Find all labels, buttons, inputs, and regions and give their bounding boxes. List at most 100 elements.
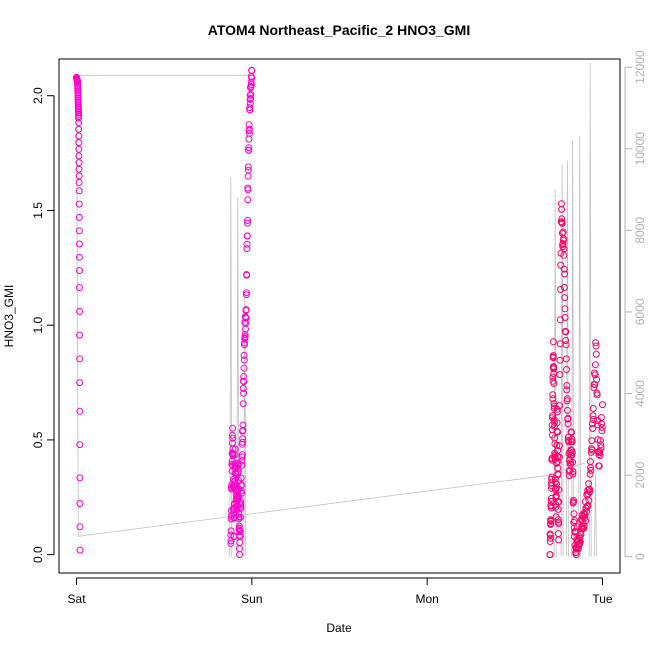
- data-points: [73, 66, 606, 559]
- data-point: [554, 428, 561, 436]
- data-point: [593, 391, 601, 399]
- data-point: [75, 253, 83, 261]
- data-point: [234, 461, 242, 468]
- data-point: [239, 435, 247, 443]
- data-point: [75, 179, 83, 186]
- data-point: [236, 545, 243, 553]
- data-point: [584, 490, 592, 498]
- y-tick-label: 1.5: [31, 202, 45, 219]
- data-point: [587, 466, 595, 474]
- data-point: [244, 186, 252, 194]
- data-point: [247, 95, 255, 102]
- secondary-spike: [236, 197, 240, 557]
- data-point: [231, 445, 239, 453]
- data-point: [555, 486, 563, 494]
- data-point: [558, 205, 566, 213]
- data-point: [593, 376, 601, 383]
- data-point: [75, 145, 83, 153]
- data-point: [570, 524, 578, 532]
- left-axis: 0.0 0.5 1.0 1.5 2.0: [31, 87, 55, 563]
- secondary-spike: [566, 160, 569, 557]
- chart-title: ATOM4 Northeast_Pacific_2 HNO3_GMI: [208, 22, 470, 38]
- x-tick-label: Mon: [415, 592, 438, 606]
- data-point: [561, 305, 569, 313]
- data-point: [563, 395, 571, 403]
- data-point: [589, 405, 597, 412]
- data-point: [242, 319, 250, 327]
- data-point: [228, 431, 236, 439]
- data-point: [576, 538, 584, 546]
- data-point: [229, 434, 237, 442]
- data-point: [564, 420, 572, 428]
- data-point: [560, 245, 568, 253]
- data-point: [238, 451, 246, 459]
- data-point: [240, 351, 248, 359]
- data-point: [555, 520, 563, 528]
- data-point: [236, 532, 244, 540]
- data-point: [560, 284, 568, 291]
- secondary-spike: [560, 165, 564, 557]
- data-point: [559, 228, 567, 236]
- data-point: [239, 438, 247, 446]
- data-point: [596, 447, 604, 455]
- data-point: [556, 402, 564, 410]
- plot-frame: [58, 58, 621, 574]
- data-point: [240, 364, 248, 372]
- data-point: [562, 328, 570, 336]
- data-point: [246, 129, 253, 137]
- data-point: [585, 497, 593, 505]
- data-point: [243, 245, 251, 253]
- data-point: [568, 435, 576, 443]
- data-point: [568, 451, 576, 459]
- data-point: [239, 421, 247, 429]
- data-point: [569, 470, 577, 478]
- x-tick-label: Tue: [592, 592, 613, 606]
- data-point: [549, 354, 557, 362]
- data-point: [243, 289, 250, 297]
- data-point: [588, 420, 596, 428]
- data-point: [550, 418, 558, 426]
- data-point: [240, 373, 248, 380]
- data-point: [598, 427, 606, 435]
- y2-tick-label: 8000: [633, 217, 647, 244]
- data-point: [243, 219, 251, 227]
- data-point: [586, 458, 594, 466]
- data-point: [556, 371, 564, 379]
- data-point: [246, 106, 254, 114]
- data-point: [240, 389, 248, 397]
- secondary-spike: [571, 140, 575, 557]
- data-point: [76, 355, 84, 363]
- data-point: [244, 172, 252, 180]
- data-point: [242, 306, 250, 314]
- data-point: [549, 414, 556, 422]
- data-point: [75, 132, 83, 140]
- data-point: [243, 240, 251, 248]
- data-point: [592, 339, 600, 347]
- data-point: [76, 546, 84, 554]
- data-point: [227, 539, 235, 547]
- data-point: [239, 385, 247, 392]
- data-point: [586, 470, 594, 478]
- data-point: [75, 172, 83, 180]
- data-point: [561, 270, 569, 278]
- x-axis: Sat Sun Mon Tue: [68, 577, 613, 606]
- data-point: [596, 437, 604, 444]
- data-point: [76, 407, 84, 415]
- y-tick-label: 0.0: [31, 546, 45, 563]
- data-point: [591, 371, 599, 379]
- data-point: [555, 498, 563, 506]
- data-point: [588, 446, 596, 454]
- secondary-line-path: [76, 74, 586, 537]
- secondary-spike: [229, 177, 233, 557]
- data-point: [567, 429, 575, 437]
- data-point: [546, 534, 554, 542]
- data-point: [75, 165, 83, 173]
- data-point: [76, 284, 83, 292]
- data-point: [561, 314, 569, 321]
- data-point: [589, 412, 597, 420]
- data-point: [235, 515, 243, 523]
- data-point: [592, 342, 600, 350]
- data-point: [569, 458, 577, 466]
- data-point: [76, 379, 84, 387]
- data-point: [239, 400, 247, 408]
